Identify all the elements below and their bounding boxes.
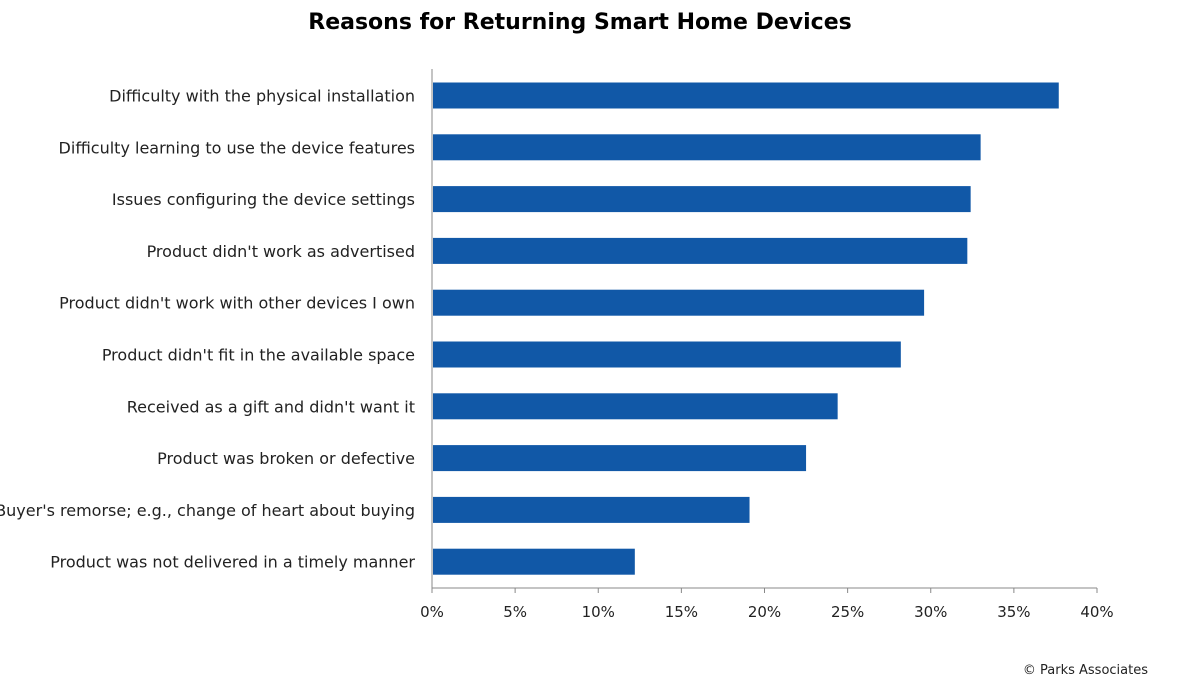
category-label-4: Product didn't work as advertised (147, 242, 415, 261)
bar-2 (433, 134, 981, 161)
copyright-text: © Parks Associates (1023, 663, 1148, 678)
category-label-5: Product didn't work with other devices I… (59, 294, 415, 313)
bar-5 (433, 289, 925, 316)
bar-3 (433, 186, 971, 213)
bar-8 (433, 445, 807, 472)
x-tick-label-4: 20% (748, 603, 781, 621)
category-label-10: Product was not delivered in a timely ma… (50, 553, 415, 572)
x-tick-label-8: 40% (1080, 603, 1113, 621)
x-tick-label-1: 5% (503, 603, 527, 621)
chart-title: Reasons for Returning Smart Home Devices (308, 10, 851, 35)
x-tick-label-2: 10% (582, 603, 615, 621)
category-labels: Difficulty with the physical installatio… (0, 87, 415, 572)
category-label-6: Product didn't fit in the available spac… (102, 346, 415, 365)
category-label-9: Buyer's remorse; e.g., change of heart a… (0, 501, 415, 520)
bars-group (433, 82, 1059, 575)
bar-6 (433, 341, 901, 368)
x-tick-label-0: 0% (420, 603, 444, 621)
bar-10 (433, 548, 635, 575)
category-label-2: Difficulty learning to use the device fe… (59, 138, 415, 157)
bar-4 (433, 237, 968, 264)
x-tick-label-3: 15% (665, 603, 698, 621)
bar-1 (433, 82, 1059, 109)
category-label-1: Difficulty with the physical installatio… (109, 87, 415, 106)
category-label-7: Received as a gift and didn't want it (127, 397, 415, 416)
bar-7 (433, 393, 838, 420)
category-label-8: Product was broken or defective (157, 449, 415, 468)
bar-9 (433, 496, 750, 523)
x-axis-ticks: 0% 5% 10% 15% 20% 25% 30% 35% 40% (420, 588, 1114, 621)
x-tick-label-7: 35% (997, 603, 1030, 621)
category-label-3: Issues configuring the device settings (112, 190, 415, 209)
x-tick-label-6: 30% (914, 603, 947, 621)
x-tick-label-5: 25% (831, 603, 864, 621)
